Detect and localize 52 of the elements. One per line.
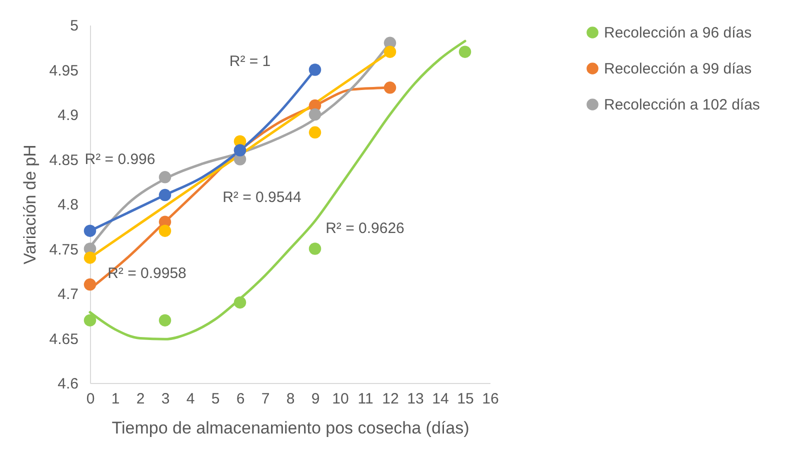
point <box>308 108 322 121</box>
x-tick-label: 2 <box>136 390 145 408</box>
x-tick-label: 9 <box>311 390 320 408</box>
legend-label: Recolección a 96 días <box>604 24 752 42</box>
y-tick-label: 4.65 <box>49 330 78 348</box>
point <box>84 252 96 264</box>
x-tick-label: 1 <box>111 390 120 408</box>
y-tick-label: 4.7 <box>58 286 78 303</box>
point <box>308 126 322 139</box>
point <box>384 82 396 94</box>
point <box>158 224 172 237</box>
point <box>158 188 172 202</box>
y-tick-label: 4.85 <box>49 152 78 169</box>
y-tick-label: 4.95 <box>49 62 78 80</box>
y-tick-label: 4.9 <box>58 107 78 124</box>
x-tick-label: 7 <box>261 390 270 408</box>
legend-label: Recolección a 102 días <box>604 96 760 114</box>
y-tick-label: 4.6 <box>58 376 78 392</box>
y-tick-label: 4.75 <box>49 241 78 258</box>
x-tick-label: 8 <box>286 390 295 408</box>
point <box>234 296 246 309</box>
point <box>308 242 322 255</box>
x-tick-label: 5 <box>211 390 220 408</box>
x-tick-label: 4 <box>186 390 195 408</box>
x-tick-label: 11 <box>358 390 374 408</box>
x-tick-label: 13 <box>407 390 424 408</box>
x-tick-label: 3 <box>161 390 170 408</box>
point <box>384 46 396 58</box>
annotation: R² = 1 <box>229 53 271 70</box>
x-tick-label: 14 <box>432 390 449 408</box>
point <box>84 314 96 326</box>
x-tick-label: 6 <box>236 390 245 408</box>
point <box>84 224 96 237</box>
x-tick-label: 16 <box>482 390 499 408</box>
legend-label: Recolección a 99 días <box>604 60 752 78</box>
x-tick-label: 10 <box>332 390 349 408</box>
y-tick-label: 5 <box>70 18 78 34</box>
annotation: R² = 0.9626 <box>326 220 404 237</box>
y-tick-label: 4.8 <box>58 196 78 214</box>
point <box>84 278 96 291</box>
x-tick-label: 12 <box>382 390 399 408</box>
point <box>158 314 172 326</box>
annotation: R² = 0.9958 <box>108 265 186 282</box>
point <box>308 64 322 76</box>
y-axis-title: Variación de pH <box>20 144 40 264</box>
x-tick-label: 0 <box>86 390 95 408</box>
point <box>158 171 172 184</box>
annotation: R² = 0.9544 <box>222 189 302 206</box>
x-axis-title: Tiempo de almacenamiento pos cosecha (días) <box>112 418 470 438</box>
point <box>458 46 472 58</box>
x-tick-label: 15 <box>457 390 474 408</box>
annotation: R² = 0.996 <box>84 151 156 168</box>
